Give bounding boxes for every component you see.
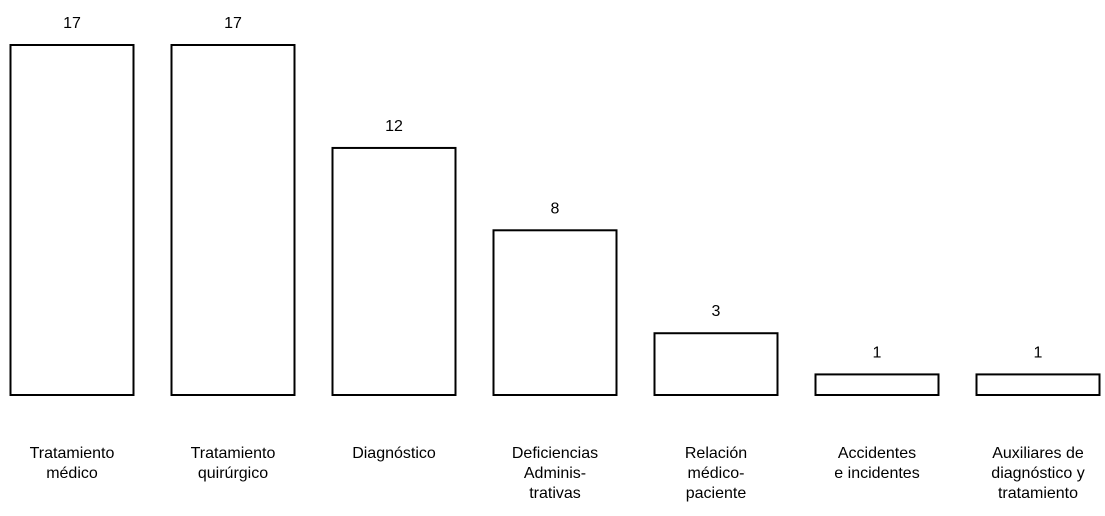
data-label-3: 12 xyxy=(385,118,403,135)
bar-1 xyxy=(9,44,135,396)
category-label-4: Deficiencias Adminis-trativas xyxy=(512,445,598,502)
data-label-7: 1 xyxy=(1034,344,1043,361)
category-label-line: Tratamiento xyxy=(30,445,115,462)
category-label-line: Relación xyxy=(685,445,747,462)
category-label-5: Relación médico-paciente xyxy=(685,445,747,502)
category-label-line: trativas xyxy=(529,485,581,502)
category-label-line: diagnóstico y xyxy=(991,465,1084,482)
category-label-line: Diagnóstico xyxy=(352,445,436,462)
category-label-line: Auxiliares de xyxy=(992,445,1084,462)
bar-7 xyxy=(975,373,1101,397)
bars-group xyxy=(9,44,1101,397)
category-label-1: Tratamiento médico xyxy=(30,445,115,482)
data-label-5: 3 xyxy=(712,303,721,320)
category-label-line: e incidentes xyxy=(834,465,919,482)
data-label-4: 8 xyxy=(551,200,560,217)
category-label-line: Tratamiento xyxy=(191,445,276,462)
category-label-line: Adminis- xyxy=(524,465,586,482)
category-label-2: Tratamiento quirúrgico xyxy=(191,445,276,482)
category-label-line: médico- xyxy=(688,465,745,482)
category-label-line: paciente xyxy=(686,485,747,502)
category-label-7: Auxiliares de diagnóstico y tratamiento xyxy=(991,445,1084,502)
bar-6 xyxy=(814,373,940,397)
category-label-3: Diagnóstico xyxy=(352,445,436,462)
bar-2 xyxy=(170,44,296,396)
category-label-line: Deficiencias xyxy=(512,445,598,462)
data-label-6: 1 xyxy=(873,344,882,361)
category-label-line: médico xyxy=(46,465,98,482)
data-label-1: 17 xyxy=(63,15,81,32)
data-labels-group: 17 17 12 8 3 1 1 xyxy=(63,15,1042,361)
category-label-6: Accidentes e incidentes xyxy=(834,445,919,482)
category-label-line: quirúrgico xyxy=(198,465,268,482)
data-label-2: 17 xyxy=(224,15,242,32)
bar-4 xyxy=(492,229,618,396)
bar-5 xyxy=(653,332,779,396)
bar-3 xyxy=(331,146,457,396)
category-labels-group: Tratamiento médico Tratamiento quirúrgico Di… xyxy=(30,445,1085,502)
category-label-line: Accidentes xyxy=(838,445,916,462)
category-label-line: tratamiento xyxy=(998,485,1078,502)
